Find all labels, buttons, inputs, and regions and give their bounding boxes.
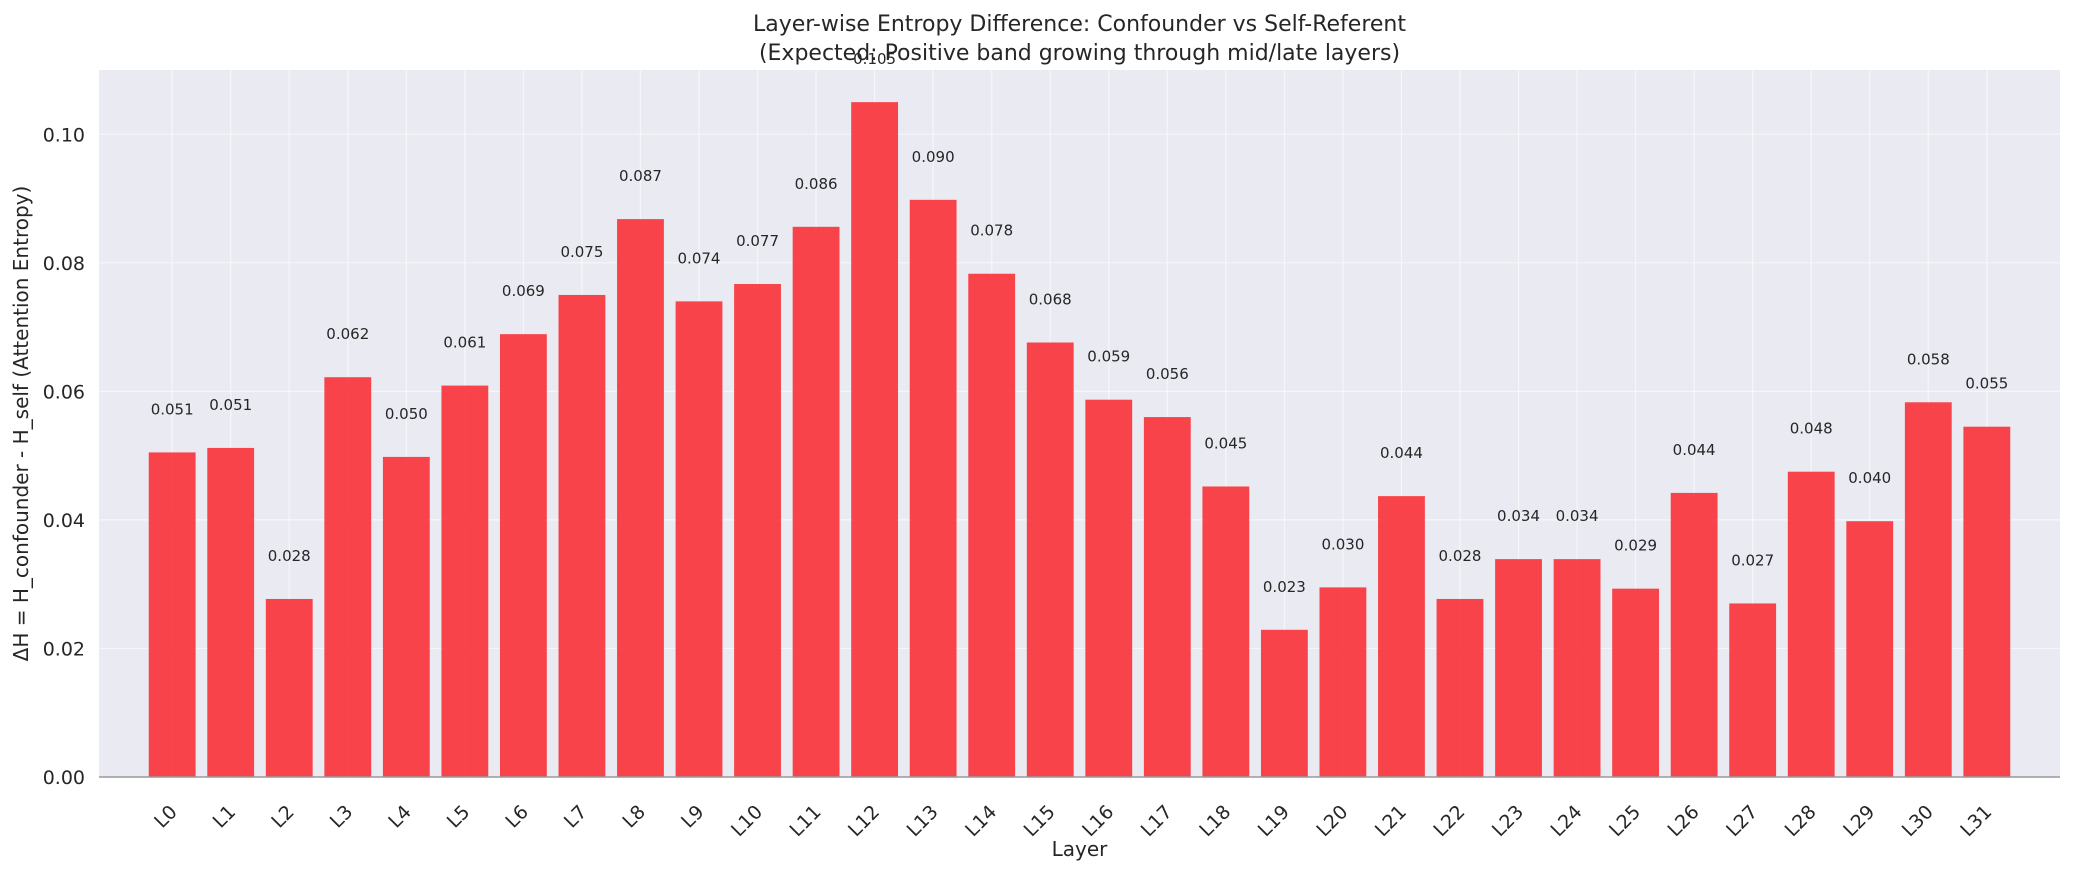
bar-l19 xyxy=(1260,629,1308,777)
y-tick-label: 0.00 xyxy=(43,767,85,789)
data-label-l16: 0.059 xyxy=(1087,348,1130,366)
data-label-l9: 0.074 xyxy=(678,249,721,267)
y-tick-labels: 0.00 0.02 0.04 0.06 0.08 0.10 xyxy=(43,124,85,789)
data-label-l17: 0.056 xyxy=(1146,365,1189,383)
bar-l17 xyxy=(1143,417,1191,777)
bars xyxy=(148,102,2011,778)
bar-l14 xyxy=(968,273,1016,777)
bar-l27 xyxy=(1729,603,1777,777)
data-label-l31: 0.055 xyxy=(1965,375,2008,393)
chart-title: Layer-wise Entropy Difference: Confounde… xyxy=(753,12,1406,37)
x-axis-title: Layer xyxy=(1052,837,1109,861)
bar-l13 xyxy=(909,199,957,777)
bar-l23 xyxy=(1495,559,1542,777)
bar-l21 xyxy=(1378,496,1425,777)
bar-l11 xyxy=(792,226,840,778)
data-label-l13: 0.090 xyxy=(912,148,955,166)
data-label-l27: 0.027 xyxy=(1731,551,1774,569)
bar-l28 xyxy=(1787,471,1835,777)
y-tick-label: 0.10 xyxy=(43,124,85,146)
bar-l4 xyxy=(382,456,430,777)
data-label-l3: 0.062 xyxy=(326,325,369,343)
data-label-l20: 0.030 xyxy=(1321,535,1364,553)
data-label-l0: 0.051 xyxy=(151,400,194,418)
data-label-l18: 0.045 xyxy=(1204,434,1247,452)
chart-subtitle: (Expected: Positive band growing through… xyxy=(759,41,1400,66)
data-label-l22: 0.028 xyxy=(1439,547,1482,565)
data-label-l6: 0.069 xyxy=(502,282,545,300)
bar-l12 xyxy=(851,102,899,778)
bar-l18 xyxy=(1202,486,1250,777)
bar-l5 xyxy=(441,385,489,777)
bar-l31 xyxy=(1963,426,2011,777)
bar-l15 xyxy=(1026,342,1074,777)
data-label-l2: 0.028 xyxy=(268,547,311,565)
bar-l1 xyxy=(207,447,255,777)
data-label-l10: 0.077 xyxy=(736,232,779,250)
data-label-l28: 0.048 xyxy=(1790,420,1833,438)
bar-l24 xyxy=(1553,559,1601,777)
data-label-l11: 0.086 xyxy=(795,175,838,193)
data-label-l1: 0.051 xyxy=(209,396,252,414)
bar-l8 xyxy=(617,219,664,777)
bar-l9 xyxy=(675,301,723,777)
y-tick-label: 0.06 xyxy=(43,381,85,403)
bar-l16 xyxy=(1085,399,1133,777)
bar-l7 xyxy=(558,294,606,777)
data-label-l19: 0.023 xyxy=(1263,578,1306,596)
data-label-l5: 0.061 xyxy=(443,334,486,352)
y-tick-label: 0.04 xyxy=(43,510,85,532)
bar-l29 xyxy=(1846,521,1894,777)
y-axis-title: ΔH = H_confounder - H_self (Attention En… xyxy=(9,186,33,662)
data-label-l23: 0.034 xyxy=(1497,507,1540,525)
data-label-l29: 0.040 xyxy=(1848,469,1891,487)
data-labels: 0.051 0.051 0.028 0.062 0.050 0.061 0.069 0.075… xyxy=(151,50,2009,596)
data-label-l4: 0.050 xyxy=(385,405,428,423)
bar-l22 xyxy=(1436,598,1484,777)
y-tick-label: 0.08 xyxy=(43,253,85,275)
data-label-l8: 0.087 xyxy=(619,167,662,185)
bar-l0 xyxy=(148,452,196,777)
bar-l26 xyxy=(1670,492,1718,777)
data-label-l30: 0.058 xyxy=(1907,350,1950,368)
data-label-l12: 0.105 xyxy=(853,50,896,68)
data-label-l14: 0.078 xyxy=(970,222,1013,240)
bar-l25 xyxy=(1612,588,1660,777)
bar-l3 xyxy=(324,377,372,777)
data-label-l7: 0.075 xyxy=(560,243,603,261)
data-label-l15: 0.068 xyxy=(1029,291,1072,309)
bar-l10 xyxy=(734,284,781,777)
data-label-l21: 0.044 xyxy=(1380,444,1423,462)
bar-l2 xyxy=(265,598,313,777)
data-label-l24: 0.034 xyxy=(1556,507,1599,525)
y-tick-label: 0.02 xyxy=(43,638,85,660)
data-label-l26: 0.044 xyxy=(1673,441,1716,459)
bar-l20 xyxy=(1319,587,1367,777)
bar-l30 xyxy=(1904,402,1952,777)
data-label-l25: 0.029 xyxy=(1614,537,1657,555)
bar-l6 xyxy=(499,334,547,777)
